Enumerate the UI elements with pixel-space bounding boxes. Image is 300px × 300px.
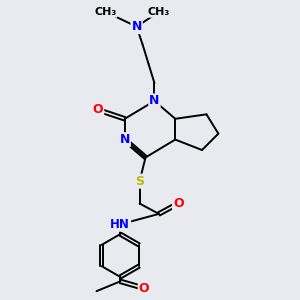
- Text: HN: HN: [110, 218, 130, 231]
- Text: N: N: [149, 94, 160, 107]
- Text: O: O: [173, 197, 184, 210]
- Text: O: O: [139, 282, 149, 295]
- Text: S: S: [135, 175, 144, 188]
- Text: CH₃: CH₃: [94, 7, 116, 17]
- Text: N: N: [119, 133, 130, 146]
- Text: CH₃: CH₃: [148, 7, 170, 17]
- Text: N: N: [131, 20, 142, 33]
- Text: O: O: [93, 103, 103, 116]
